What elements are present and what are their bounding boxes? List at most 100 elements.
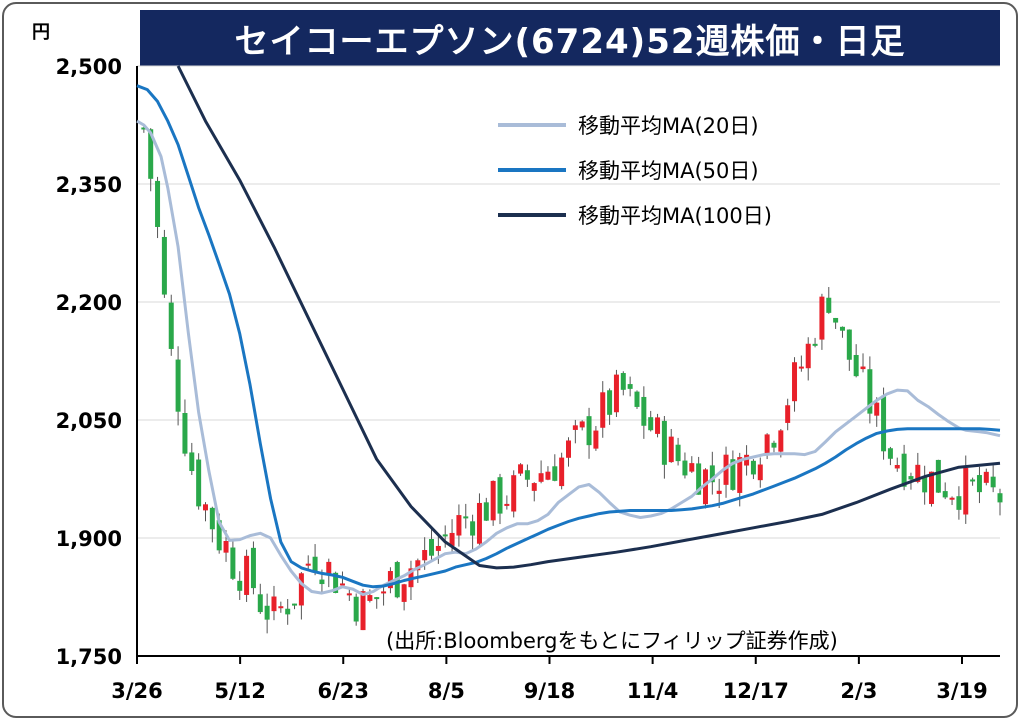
y-tick-label: 2,200 bbox=[56, 291, 122, 315]
y-tick-label: 2,350 bbox=[56, 173, 122, 197]
candle-down bbox=[696, 463, 702, 495]
candle-up bbox=[456, 515, 462, 536]
candle-up bbox=[983, 471, 989, 483]
candle-up bbox=[476, 502, 482, 544]
candle-up bbox=[566, 440, 571, 458]
y-tick-label: 1,750 bbox=[56, 645, 122, 669]
candle-down bbox=[867, 369, 873, 414]
candle-up bbox=[511, 475, 517, 512]
candle-down bbox=[175, 359, 181, 412]
y-tick-label: 2,050 bbox=[56, 409, 122, 433]
candle-up bbox=[929, 471, 935, 504]
chart-title: セイコーエプソン(6724)52週株価・日足 bbox=[140, 10, 1000, 66]
grid-lines bbox=[136, 65, 1000, 657]
candle-down bbox=[839, 326, 845, 331]
candle-down bbox=[881, 395, 887, 452]
candle-down bbox=[374, 597, 380, 600]
legend-label-ma50: 移動平均MA(50日) bbox=[578, 159, 759, 183]
candle-up bbox=[490, 480, 496, 521]
candle-up bbox=[559, 457, 565, 487]
candle-down bbox=[155, 180, 161, 227]
candle-down bbox=[997, 493, 1003, 503]
x-tick-label: 3/26 bbox=[111, 679, 163, 703]
candle-down bbox=[285, 608, 291, 615]
x-tick-label: 6/23 bbox=[317, 679, 369, 703]
legend-label-ma20: 移動平均MA(20日) bbox=[578, 114, 759, 138]
candle-down bbox=[483, 502, 489, 521]
candle-up bbox=[504, 503, 510, 506]
candle-down bbox=[750, 460, 756, 475]
candle-up bbox=[860, 366, 866, 370]
candle-up bbox=[449, 532, 455, 546]
candle-up bbox=[655, 417, 661, 434]
candle-down bbox=[292, 603, 298, 606]
candle-down bbox=[257, 594, 263, 613]
candle-down bbox=[887, 448, 893, 459]
candle-up bbox=[764, 434, 770, 455]
candle-up bbox=[593, 430, 599, 449]
candle-down bbox=[730, 459, 736, 490]
candle-down bbox=[250, 547, 256, 589]
source-note: (出所:Bloombergをもとにフィリップ証券作成) bbox=[386, 629, 838, 653]
candle-down bbox=[648, 417, 654, 431]
candle-down bbox=[812, 343, 818, 346]
ma20-line bbox=[136, 119, 1001, 597]
candle-up bbox=[223, 541, 229, 553]
candle-down bbox=[771, 442, 777, 448]
candle-up bbox=[757, 464, 763, 481]
candle-down bbox=[141, 127, 147, 130]
candle-down bbox=[216, 520, 222, 551]
candle-up bbox=[819, 296, 825, 340]
candle-up bbox=[894, 464, 900, 469]
candle-down bbox=[429, 538, 435, 556]
y-tick-label: 1,900 bbox=[56, 527, 122, 551]
candle-down bbox=[853, 355, 859, 377]
candle-up bbox=[326, 561, 332, 576]
candle-up bbox=[367, 595, 373, 601]
candle-up bbox=[422, 550, 428, 561]
candle-up bbox=[874, 402, 880, 416]
moving-average-lines bbox=[136, 65, 1001, 597]
candle-down bbox=[463, 516, 469, 519]
candle-up bbox=[716, 490, 722, 494]
x-tick-label: 2/3 bbox=[840, 679, 877, 703]
candle-up bbox=[702, 469, 708, 505]
candle-down bbox=[264, 605, 270, 620]
candle-down bbox=[586, 416, 592, 446]
candle-up bbox=[278, 606, 284, 609]
candle-up bbox=[518, 464, 524, 474]
candle-up bbox=[339, 583, 345, 586]
candle-down bbox=[552, 466, 558, 481]
candle-up bbox=[915, 464, 921, 482]
candle-down bbox=[442, 534, 448, 537]
candle-down bbox=[935, 459, 941, 493]
candle-down bbox=[161, 236, 167, 295]
y-axis-ticks: 1,750 1,900 2,050 2,200 2,350 2,500 bbox=[56, 55, 122, 669]
candle-up bbox=[613, 374, 619, 413]
x-axis-ticks: 3/26 5/12 6/23 8/5 9/18 11/4 12/17 2/3 3/19 bbox=[111, 656, 988, 703]
candle-up bbox=[668, 436, 674, 463]
candle-down bbox=[709, 465, 715, 483]
candle-down bbox=[833, 317, 839, 323]
candle-up bbox=[387, 571, 393, 589]
candle-up bbox=[572, 425, 578, 430]
candle-up bbox=[401, 584, 407, 602]
y-tick-label: 2,500 bbox=[56, 55, 122, 79]
candle-down bbox=[976, 475, 982, 493]
candle-up bbox=[415, 560, 421, 571]
candle-up bbox=[798, 366, 804, 369]
candle-down bbox=[956, 496, 962, 510]
candle-down bbox=[237, 580, 243, 591]
candle-up bbox=[531, 483, 537, 491]
candle-up bbox=[305, 563, 311, 566]
candle-down bbox=[826, 297, 832, 313]
candle-up bbox=[435, 545, 441, 551]
candle-down bbox=[209, 507, 215, 530]
candle-down bbox=[497, 477, 503, 514]
candle-up bbox=[600, 392, 606, 428]
candle-down bbox=[682, 460, 688, 476]
legend-label-ma100: 移動平均MA(100日) bbox=[578, 204, 772, 228]
candle-down bbox=[196, 459, 202, 507]
candle-up bbox=[792, 362, 798, 402]
